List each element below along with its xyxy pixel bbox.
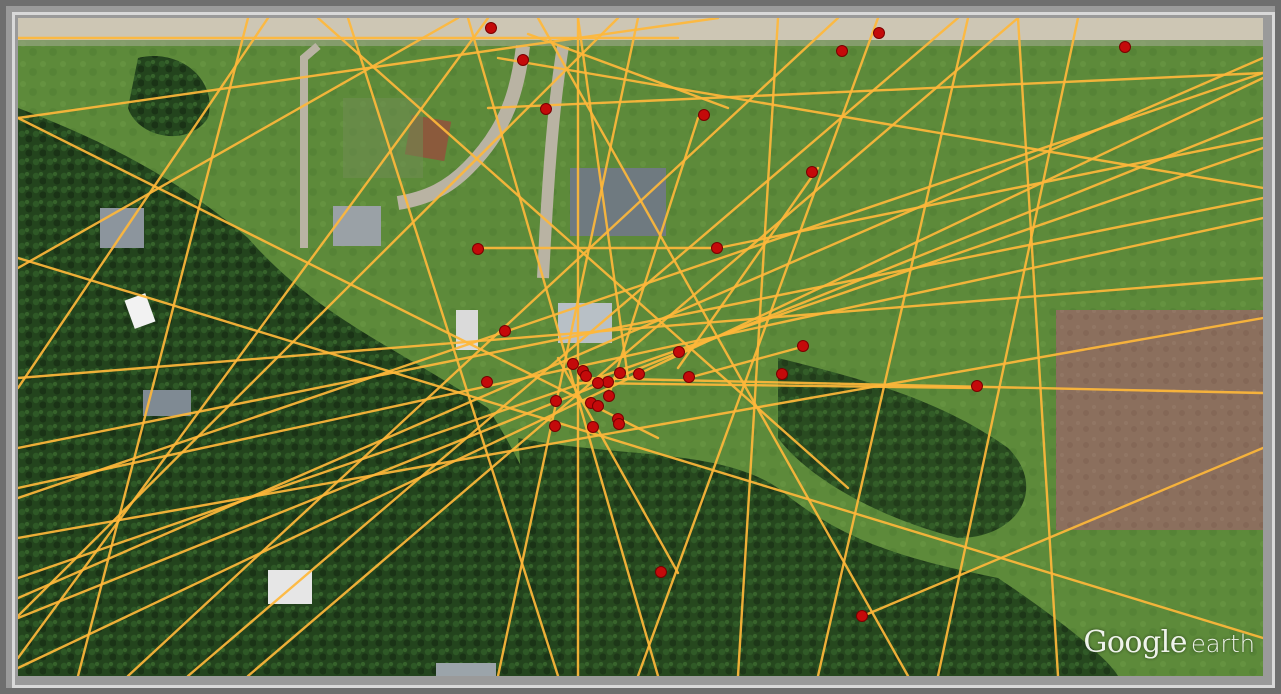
sight-line [486, 71, 1263, 110]
building-house-2 [100, 208, 144, 248]
red-dot-marker-icon[interactable] [587, 421, 599, 433]
building-shed-white [124, 293, 156, 329]
sight-line [496, 18, 640, 676]
driveway-center [537, 45, 569, 279]
sight-line [186, 18, 960, 676]
red-dot-marker-icon[interactable] [602, 376, 614, 388]
red-dot-marker-icon[interactable] [517, 54, 529, 66]
google-earth-watermark: Google earth [1083, 625, 1255, 660]
red-dot-marker-icon[interactable] [540, 103, 552, 115]
sight-line [246, 18, 1020, 676]
red-dot-marker-icon[interactable] [481, 376, 493, 388]
forest-south [518, 438, 1118, 676]
sight-line [556, 356, 680, 575]
map-view[interactable] [18, 18, 1263, 676]
sight-line [676, 166, 820, 370]
sight-line [18, 116, 1263, 620]
sight-line [736, 18, 780, 676]
sight-line [18, 276, 1263, 380]
red-dot-marker-icon[interactable] [613, 418, 625, 430]
red-dot-marker-icon[interactable] [550, 395, 562, 407]
red-dot-marker-icon[interactable] [580, 370, 592, 382]
sight-line [18, 216, 1263, 490]
sight-line [18, 146, 1263, 580]
sight-line [18, 18, 620, 618]
red-dot-marker-icon[interactable] [683, 371, 695, 383]
sight-line [716, 136, 1263, 250]
map-window-inner-border [12, 12, 1275, 688]
sight-line [466, 18, 660, 676]
red-dot-marker-icon[interactable] [856, 610, 868, 622]
sight-line [606, 116, 700, 400]
watermark-brand: Google [1083, 625, 1188, 660]
red-dot-marker-icon[interactable] [567, 358, 579, 370]
forest-west [18, 108, 564, 676]
sight-line [496, 56, 1263, 190]
red-dot-marker-icon[interactable] [549, 420, 561, 432]
building-house-1 [333, 206, 381, 246]
plowed-field [1056, 310, 1263, 530]
building-house-6 [436, 663, 496, 676]
red-dot-marker-icon[interactable] [776, 368, 788, 380]
red-dot-marker-icon[interactable] [971, 380, 983, 392]
red-dot-marker-icon[interactable] [485, 22, 497, 34]
sight-line [526, 32, 730, 110]
sight-line [18, 18, 460, 270]
sight-line [18, 71, 1263, 500]
sight-line [18, 196, 1263, 450]
cemetery-grounds [343, 98, 423, 178]
red-dot-marker-icon[interactable] [633, 368, 645, 380]
sight-line [536, 18, 910, 676]
sight-line [936, 18, 1080, 676]
red-dot-marker-icon[interactable] [673, 346, 685, 358]
red-dot-marker-icon[interactable] [592, 377, 604, 389]
red-dot-marker-icon[interactable] [655, 566, 667, 578]
sight-line [18, 116, 660, 440]
red-dot-marker-icon[interactable] [1119, 41, 1131, 53]
sight-line [18, 18, 720, 120]
sight-line [576, 18, 630, 380]
sight-line [346, 18, 560, 676]
red-dot-marker-icon[interactable] [836, 45, 848, 57]
sight-line [576, 381, 980, 390]
red-dot-marker-icon[interactable] [499, 325, 511, 337]
driveway-west [300, 42, 321, 248]
sight-line [816, 18, 970, 676]
watermark-product: earth [1191, 630, 1255, 658]
sight-lines-layer [18, 18, 1263, 676]
sight-line [18, 316, 1263, 540]
red-dot-marker-icon[interactable] [698, 109, 710, 121]
sight-line [76, 18, 250, 676]
red-dot-marker-icon[interactable] [797, 340, 809, 352]
sight-line [18, 18, 270, 390]
red-dot-marker-icon[interactable] [873, 27, 885, 39]
building-barn [570, 168, 666, 236]
red-dot-marker-icon[interactable] [614, 367, 626, 379]
sight-line [686, 346, 800, 380]
red-dot-marker-icon[interactable] [603, 390, 615, 402]
red-dot-marker-icon[interactable] [472, 243, 484, 255]
sight-line [126, 18, 840, 676]
sight-line [1016, 18, 1060, 676]
sight-line [856, 446, 1263, 620]
red-dot-marker-icon[interactable] [592, 400, 604, 412]
sight-line [18, 256, 1263, 640]
forest-east [778, 358, 1027, 538]
red-dot-marker-icon[interactable] [806, 166, 818, 178]
point-markers-layer [472, 22, 1131, 622]
satellite-imagery [18, 18, 1263, 676]
red-dot-marker-icon[interactable] [711, 242, 723, 254]
